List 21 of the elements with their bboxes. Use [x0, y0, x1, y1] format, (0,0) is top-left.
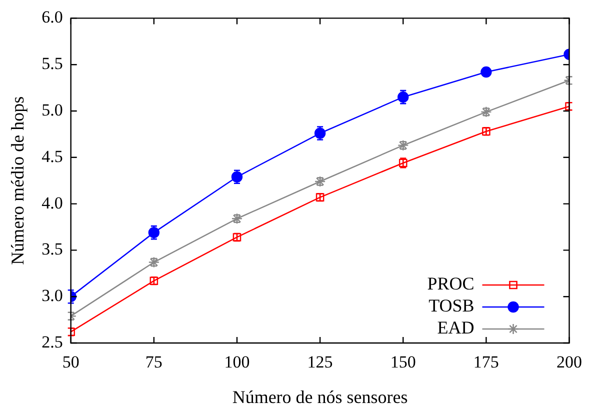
y-tick-label: 2.5 [42, 332, 63, 352]
y-tick-label: 4.0 [42, 193, 63, 212]
y-axis-title: Número médio de hops [8, 96, 28, 265]
x-tick-label: 100 [224, 352, 250, 372]
y-tick-label: 3.0 [42, 286, 63, 306]
y-tick-label: 6.0 [42, 8, 63, 27]
x-tick-label: 150 [390, 352, 416, 372]
legend-label: TOSB [428, 296, 474, 316]
y-tick-label: 5.0 [42, 100, 63, 120]
legend-label: PROC [427, 274, 474, 294]
y-tick-label: 3.5 [42, 240, 63, 259]
y-tick-label: 5.5 [42, 54, 63, 74]
x-tick-label: 125 [307, 352, 333, 372]
x-axis-title: Número de nós sensores [232, 386, 408, 407]
x-tick-label: 175 [473, 352, 499, 372]
x-tick-label: 75 [145, 352, 162, 372]
legend-label: EAD [437, 318, 474, 338]
y-tick-label: 4.5 [42, 146, 63, 166]
x-tick-label: 50 [62, 352, 80, 372]
point [480, 66, 492, 78]
x-tick-label: 200 [556, 352, 582, 372]
